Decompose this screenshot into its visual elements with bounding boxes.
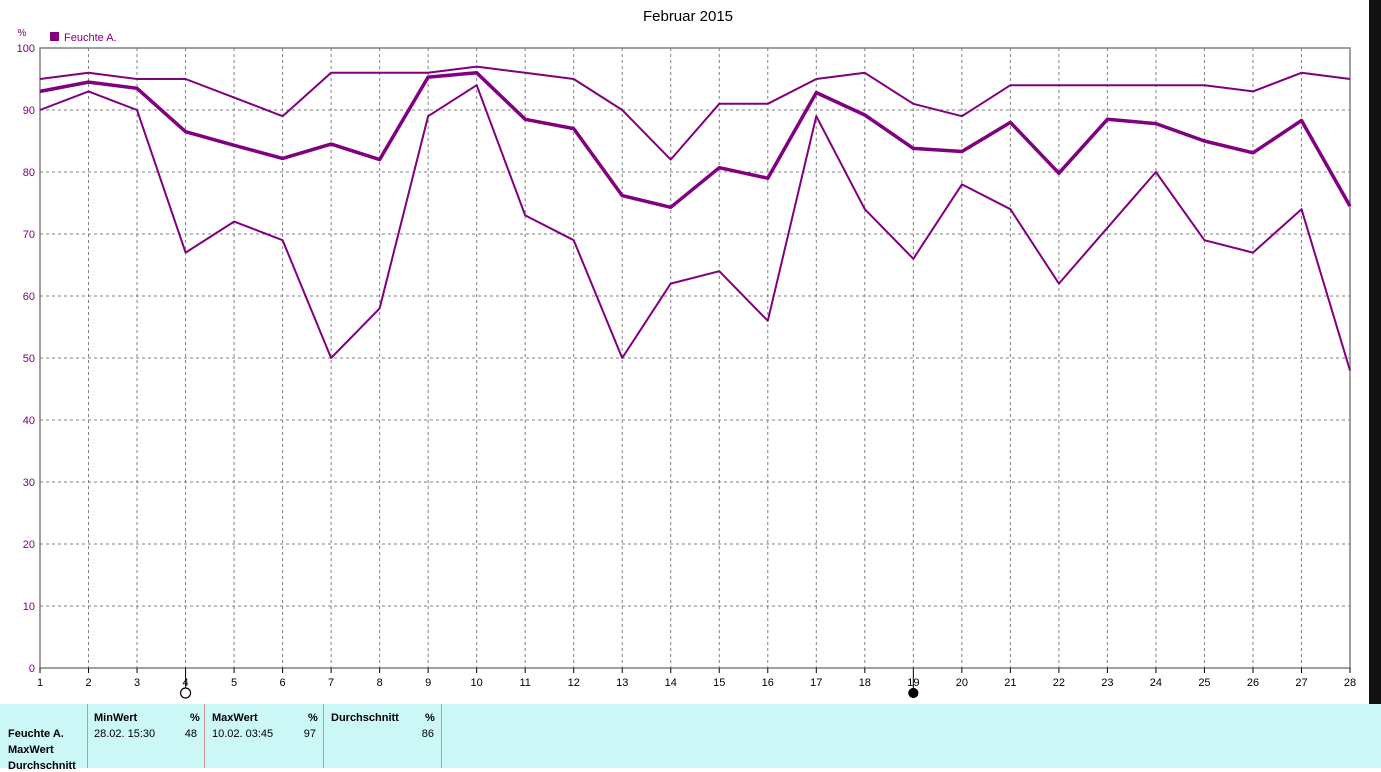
x-tick-label: 9	[425, 677, 431, 689]
right-edge-strip	[1369, 0, 1381, 704]
y-tick-label: 0	[29, 663, 35, 675]
x-tick-label: 2	[85, 677, 91, 689]
x-tick-label: 7	[328, 677, 334, 689]
avg-unit: %	[425, 712, 435, 724]
x-tick-label: 25	[1198, 677, 1210, 689]
stats-label-column	[0, 704, 88, 768]
stats-max-column: MaxWert % 10.02. 03:45 97	[205, 704, 324, 768]
min-value: 48	[184, 728, 197, 740]
y-tick-label: 90	[23, 105, 35, 117]
x-tick-label: 24	[1150, 677, 1162, 689]
x-tick-label: 1	[37, 677, 43, 689]
series-line-1	[39, 65, 1351, 161]
y-tick-label: 30	[23, 477, 35, 489]
x-tick-label: 5	[231, 677, 237, 689]
x-tick-label: 6	[280, 677, 286, 689]
stats-avg-column: Durchschnitt % 86	[324, 704, 442, 768]
series-line-2	[39, 71, 1352, 210]
avg-value: 86	[421, 728, 434, 740]
filled-marker-icon	[908, 687, 919, 699]
statistics-panel: Feuchte A. MaxWert Durchschnitt MinWert …	[0, 704, 1381, 772]
x-tick-label: 11	[519, 677, 530, 689]
max-header: MaxWert	[212, 712, 258, 724]
max-unit: %	[308, 712, 318, 724]
x-tick-label: 22	[1053, 677, 1065, 689]
max-date: 10.02. 03:45	[212, 728, 274, 740]
x-tick-label: 12	[568, 677, 580, 689]
x-tick-label: 3	[134, 677, 140, 689]
x-tick-label: 17	[810, 677, 822, 689]
y-tick-label: 40	[23, 415, 35, 427]
x-tick-label: 23	[1101, 677, 1113, 689]
avg-header: Durchschnitt	[331, 712, 399, 724]
x-tick-label: 27	[1295, 677, 1307, 689]
series-layer	[39, 65, 1352, 371]
grid	[39, 47, 1351, 669]
y-tick-label: 70	[23, 229, 35, 241]
x-tick-label: 21	[1004, 677, 1016, 689]
x-tick-label: 26	[1247, 677, 1259, 689]
chart: 0102030405060708090100123456789101112131…	[17, 8, 1356, 699]
min-date: 28.02. 15:30	[94, 728, 156, 740]
stats-row-label: Feuchte A.	[8, 728, 64, 740]
min-unit: %	[190, 712, 200, 724]
chart-title: Februar 2015	[643, 8, 733, 25]
x-tick-label: 10	[471, 677, 483, 689]
x-tick-label: 14	[665, 677, 677, 689]
x-tick-label: 8	[377, 677, 383, 689]
tick-layer: 0102030405060708090100123456789101112131…	[17, 43, 1356, 699]
max-value: 97	[303, 728, 316, 740]
y-tick-label: 60	[23, 291, 35, 303]
y-tick-label: 50	[23, 353, 35, 365]
y-tick-label: 10	[23, 601, 35, 613]
x-tick-label: 13	[616, 677, 628, 689]
y-tick-label: 20	[23, 539, 35, 551]
x-tick-label: 15	[713, 677, 725, 689]
legend-swatch	[50, 32, 59, 41]
legend-entry: Feuchte A.	[64, 32, 117, 44]
y-tick-label: 100	[17, 43, 35, 55]
stats-row-label: MaxWert	[8, 744, 54, 756]
min-header: MinWert	[94, 712, 138, 724]
y-tick-label: 80	[23, 167, 35, 179]
x-tick-label: 20	[956, 677, 968, 689]
stats-min-column: MinWert % 28.02. 15:30 48	[87, 704, 205, 768]
x-tick-label: 18	[859, 677, 871, 689]
series-line-3	[39, 84, 1351, 371]
x-tick-label: 16	[762, 677, 774, 689]
y-axis-unit: %	[18, 28, 27, 39]
x-tick-label: 28	[1344, 677, 1356, 689]
plot-frame	[39, 47, 1351, 669]
open-marker-icon	[179, 687, 192, 699]
